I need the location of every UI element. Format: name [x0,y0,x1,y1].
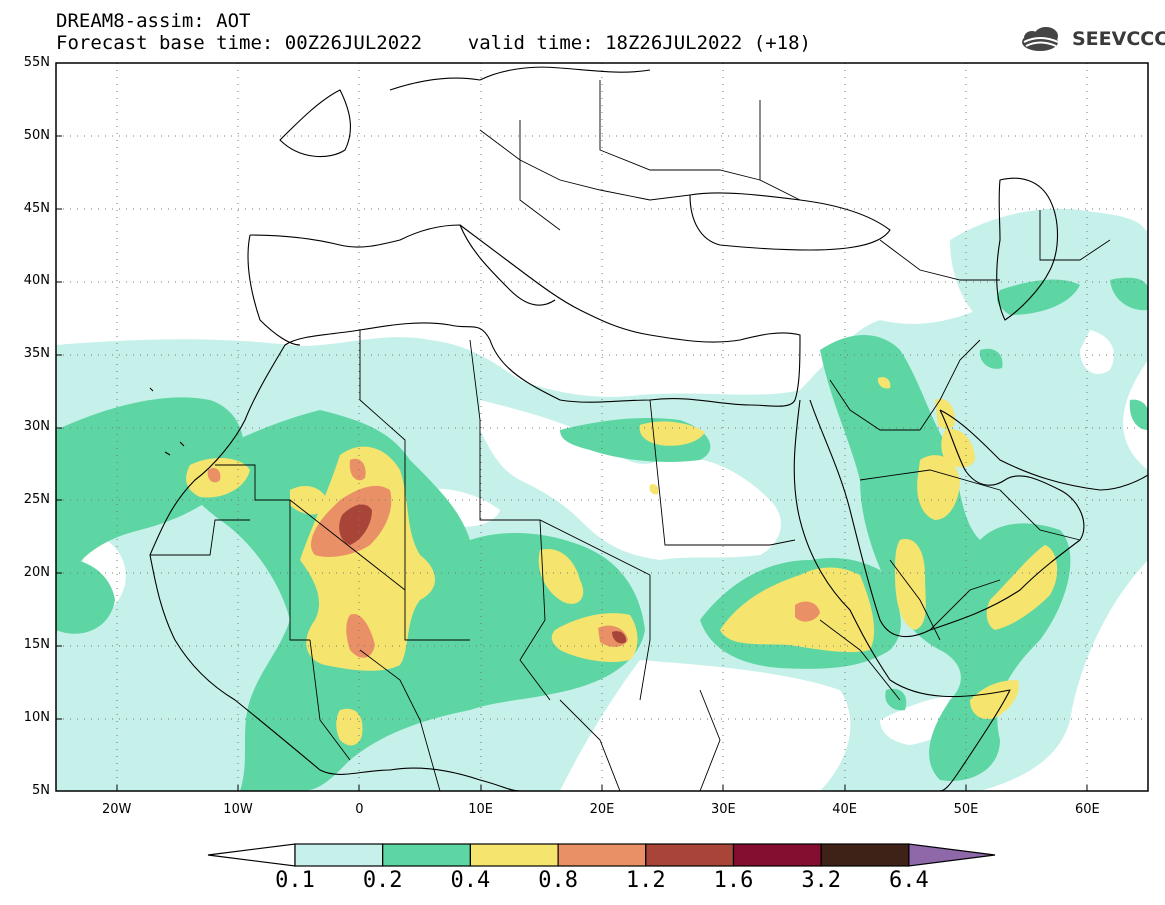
lon-label: 20E [589,802,615,817]
lon-label: 30E [710,802,736,817]
lat-label: 10N [23,710,50,726]
lat-label: 15N [23,637,50,653]
lat-label: 45N [23,200,50,216]
lon-label: 20W [101,802,132,817]
colorbar-label: 0.4 [450,868,491,893]
colorbar-label: 0.1 [275,868,315,893]
forecast-times: Forecast base time: 00Z26JUL2022 valid t… [56,32,811,54]
lat-label: 30N [23,419,50,434]
cloud-logo-icon [1022,27,1059,51]
colorbar-max-arrow [908,843,996,867]
colorbar-label: 0.8 [538,868,578,893]
axis-ticks [56,135,1088,791]
colorbar-label: 6.4 [889,868,929,893]
colorbar-label: 0.2 [362,868,403,893]
aot-clear-areas [83,330,1114,791]
colorbar-box [820,843,910,867]
lon-label: 40E [832,802,858,817]
lat-label: 40N [23,273,50,289]
colorbar-box [732,843,822,867]
colorbar-label: 1.2 [625,868,666,893]
lat-label: 50N [23,127,50,143]
colorbar-box [557,843,647,867]
colorbar-box [294,843,384,867]
aot-layer-1-2 [339,504,627,644]
chart-title: DREAM8-assim: AOT [56,10,251,32]
lat-label: 20N [23,564,50,580]
lat-label: 25N [23,491,50,507]
lon-label: 50E [953,802,979,817]
lat-label: 35N [23,346,50,362]
lon-label: 10W [223,802,253,817]
lat-label: 5N [32,783,50,798]
lat-label: 55N [23,55,50,70]
country-borders [150,80,1111,791]
colorbar-min-arrow [207,843,296,867]
lon-label: 60E [1074,802,1100,817]
graticule [56,63,1148,791]
colorbar-label: 1.6 [713,868,754,893]
logo-text: SEEVCCC [1072,28,1165,50]
colorbar-box [469,843,559,867]
colorbar-box [382,843,472,867]
colorbar-box [645,843,735,867]
lon-label: 10E [468,802,494,817]
coastlines [149,66,1148,791]
lon-label: 0 [355,802,364,817]
colorbar-label: 3.2 [801,868,842,893]
